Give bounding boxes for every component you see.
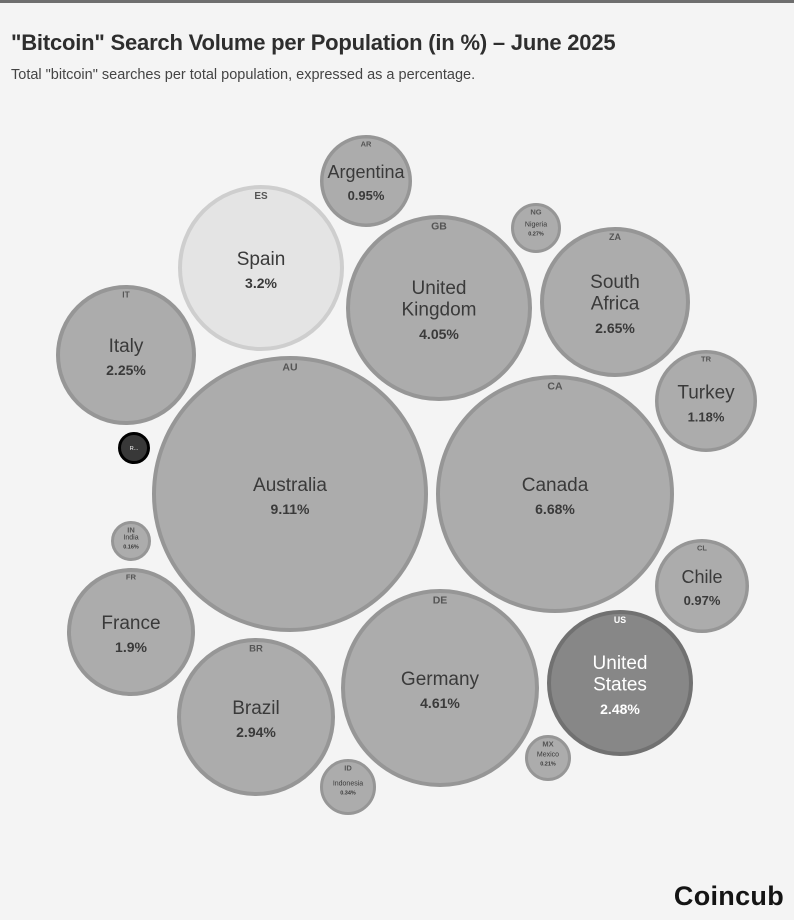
bubble-value-label: 1.9% (115, 639, 147, 655)
bubble-code-label: CL (697, 544, 707, 553)
bubble-circle (511, 203, 561, 253)
bubble-chile: CL Chile 0.97% (655, 539, 749, 633)
bubble-value-label: 2.25% (106, 362, 146, 378)
bubble-name-label: Nigeria (525, 222, 547, 229)
bubble-value-label: 0.34% (340, 790, 356, 796)
bubble-name-label: Spain (237, 249, 286, 270)
chart-title: "Bitcoin" Search Volume per Population (… (11, 30, 616, 55)
bubble-name-label: Argentina (327, 162, 405, 182)
bubble-name-label: Italy (109, 336, 144, 357)
bubble-name-label: R... (130, 446, 139, 452)
bubble-code-label: ID (344, 764, 352, 773)
bubble-code-label: NG (530, 208, 541, 217)
bubble-name-label: Mexico (537, 752, 559, 759)
bubble-name-label: Germany (401, 669, 480, 690)
bubble-circle (67, 568, 195, 696)
bubble-value-label: 1.18% (688, 410, 725, 425)
bubble-value-label: 4.61% (420, 695, 460, 711)
bubble-australia: AU Australia 9.11% (152, 356, 428, 632)
bubble-circle (178, 185, 344, 351)
chart-subtitle: Total "bitcoin" searches per total popul… (11, 67, 476, 83)
bubble-spain: ES Spain 3.2% (178, 185, 344, 351)
bubble-code-label: IN (127, 526, 135, 535)
bubble-name-label: Chile (681, 567, 722, 587)
bubble-name-label: United (412, 278, 467, 299)
bubble-name-label: Kingdom (402, 299, 477, 320)
bubble-circle (346, 215, 532, 401)
bubble-code-label: ES (254, 191, 268, 202)
bubble-code-label: CA (547, 381, 563, 393)
bubble-germany: DE Germany 4.61% (341, 589, 539, 787)
bubble-value-label: 0.16% (123, 544, 139, 550)
bubble-value-label: 0.21% (540, 761, 556, 767)
bubble-mexico: MX Mexico 0.21% (525, 735, 571, 781)
bubble-value-label: 4.05% (419, 326, 459, 342)
bubble-value-label: 3.2% (245, 275, 277, 291)
bubble-value-label: 0.95% (348, 188, 385, 203)
bubble-brazil: BR Brazil 2.94% (177, 638, 335, 796)
bubble-name-label: India (123, 535, 138, 542)
bubble-circle (540, 227, 690, 377)
bubble-name-label: Brazil (232, 698, 280, 719)
bubble-circle (655, 350, 757, 452)
bubble-turkey: TR Turkey 1.18% (655, 350, 757, 452)
bubble-name-label: States (593, 674, 647, 695)
bubble-canada: CA Canada 6.68% (436, 375, 674, 613)
bubble-nigeria: NG Nigeria 0.27% (511, 203, 561, 253)
bubble-code-label: FR (126, 573, 137, 582)
bubble-name-label: Africa (591, 293, 640, 314)
bubble-italy: IT Italy 2.25% (56, 285, 196, 425)
bubble-circle (320, 759, 376, 815)
bubble-code-label: AU (282, 362, 297, 374)
bubble-value-label: 0.27% (528, 231, 544, 237)
bubble-code-label: ZA (609, 232, 621, 242)
bubble-circle (56, 285, 196, 425)
bubble-value-label: 2.48% (600, 701, 640, 717)
bubble-r: R... (118, 432, 150, 464)
bubble-circle (655, 539, 749, 633)
bubble-circle (152, 356, 428, 632)
bubble-argentina: AR Argentina 0.95% (320, 135, 412, 227)
bubble-name-label: United (593, 653, 648, 674)
bubble-name-label: Canada (522, 475, 589, 496)
top-rule (0, 0, 794, 3)
bubble-circle (177, 638, 335, 796)
bubble-indonesia: ID Indonesia 0.34% (320, 759, 376, 815)
bubble-code-label: GB (431, 221, 447, 233)
bubble-code-label: AR (361, 140, 372, 149)
bubble-name-label: Australia (253, 475, 327, 496)
bubble-circle (525, 735, 571, 781)
bubble-value-label: 6.68% (535, 501, 575, 517)
bubble-value-label: 2.65% (595, 320, 635, 336)
bubble-code-label: IT (122, 289, 130, 299)
bubble-name-label: Turkey (677, 382, 735, 403)
bubble-circle (118, 432, 150, 464)
bubble-circle (341, 589, 539, 787)
bubble-name-label: France (101, 613, 160, 634)
bubble-circle (547, 610, 693, 756)
coincub-logo: Coincub (673, 881, 784, 911)
bubble-circle (320, 135, 412, 227)
bubble-code-label: DE (433, 595, 448, 607)
bubble-value-label: 9.11% (271, 501, 310, 517)
bubble-value-label: 0.97% (684, 593, 721, 608)
bubble-name-label: South (590, 272, 640, 293)
bubble-france: FR France 1.9% (67, 568, 195, 696)
bubble-circle (111, 521, 151, 561)
bubble-circle (436, 375, 674, 613)
bubble-code-label: BR (249, 643, 263, 654)
bubble-name-label: Indonesia (333, 781, 363, 788)
bubble-code-label: US (614, 615, 626, 625)
bubble-value-label: 2.94% (236, 724, 276, 740)
bubble-code-label: TR (701, 355, 712, 364)
bubble-code-label: MX (542, 740, 553, 749)
